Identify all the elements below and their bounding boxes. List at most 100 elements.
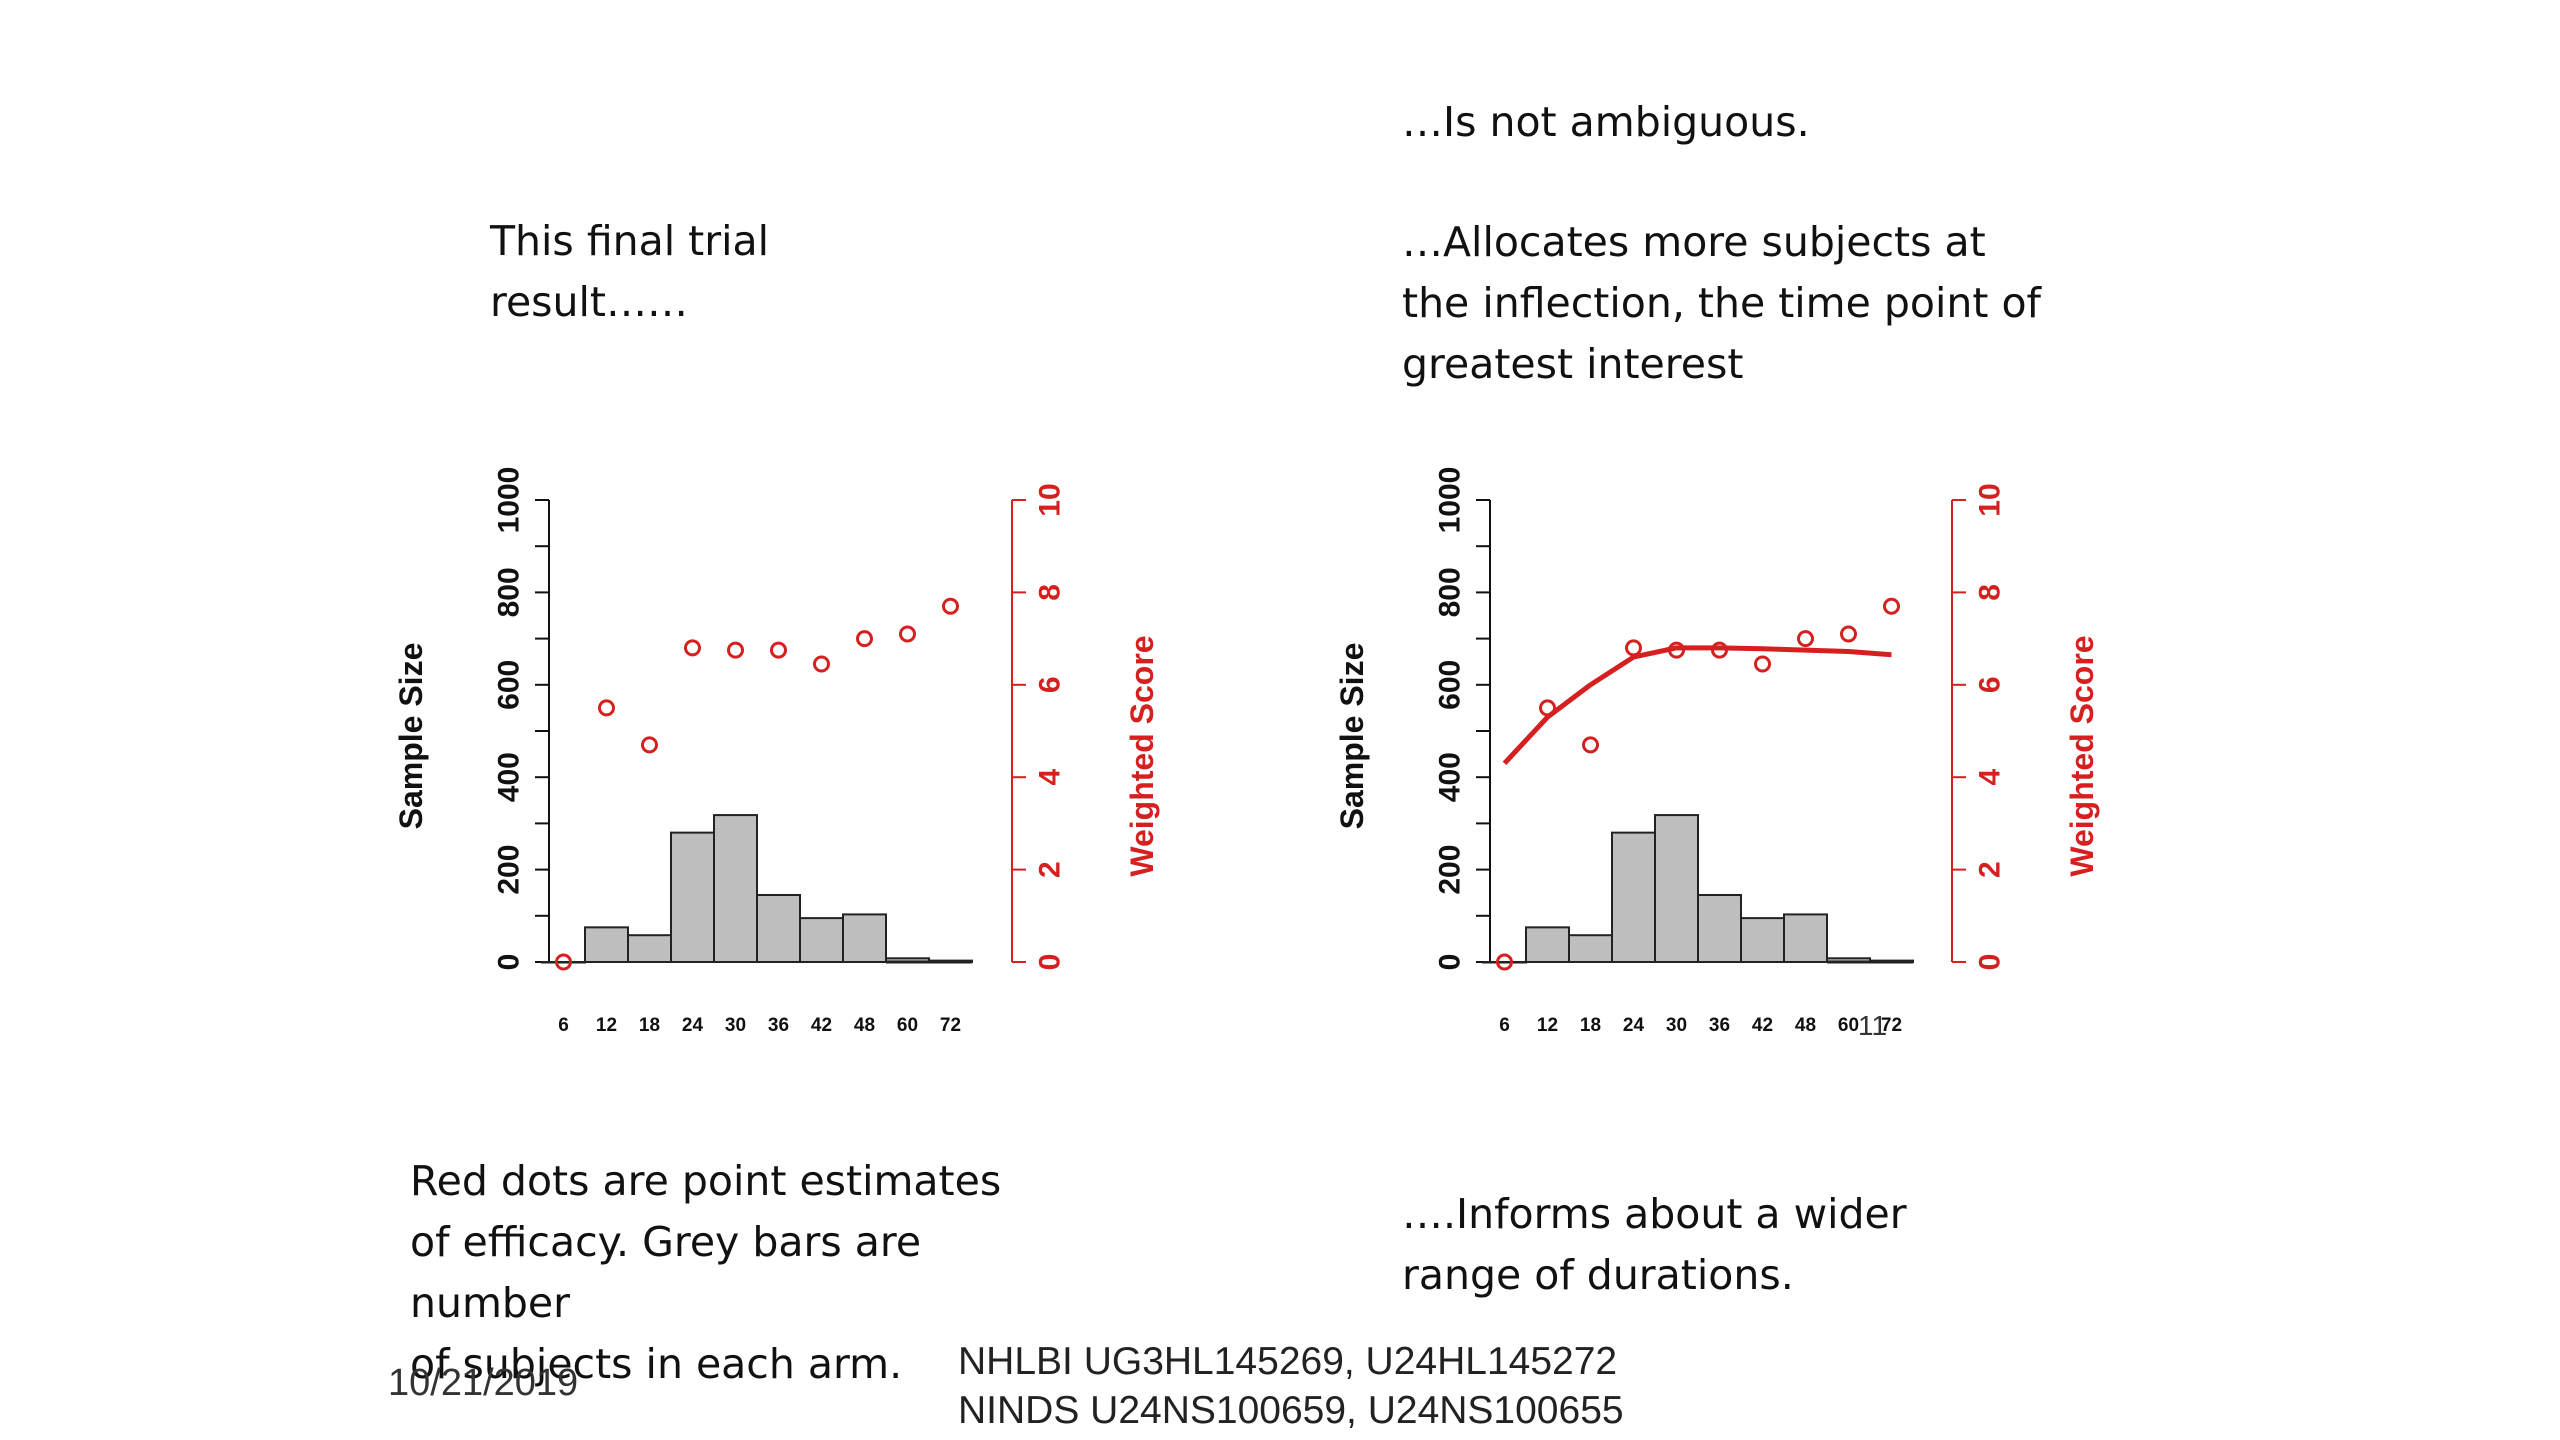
histogram-bar	[627, 934, 672, 963]
left-y-axis-title: Sample Size	[1334, 643, 1370, 830]
histogram-bar	[1783, 913, 1828, 963]
score-point	[813, 655, 830, 673]
x-tick-label: 12	[596, 1015, 617, 1036]
left-y-tick-label: 400	[493, 752, 526, 802]
histogram-bar	[1568, 934, 1613, 963]
score-point	[899, 625, 916, 643]
footer-grants: NHLBI UG3HL145269, U24HL145272 NINDS U24…	[958, 1337, 1624, 1435]
left-y-tick-label: 0	[493, 954, 526, 971]
x-tick-label: 36	[1709, 1015, 1730, 1036]
footer-date: 10/21/2019	[388, 1362, 579, 1404]
left-caption: Red dots are point estimates of efficacy…	[410, 1151, 1001, 1395]
score-point	[727, 641, 744, 659]
score-point	[1668, 641, 1685, 659]
right-caption-line: range of durations.	[1402, 1251, 1794, 1299]
x-tick-label: 42	[811, 1015, 832, 1036]
x-tick-label: 48	[854, 1015, 875, 1036]
histogram-bar	[1525, 926, 1570, 963]
x-tick-label: 72	[940, 1015, 961, 1036]
score-point	[598, 699, 615, 717]
left-y-tick-label: 200	[1434, 845, 1467, 895]
score-point	[1496, 953, 1513, 971]
x-tick-label: 60	[897, 1015, 918, 1036]
x-tick-label: 42	[1752, 1015, 1773, 1036]
right-y-tick-label: 6	[1974, 676, 2007, 693]
score-point	[684, 639, 701, 657]
right-y-tick-label: 10	[1034, 483, 1067, 516]
left-y-tick-label: 800	[1434, 567, 1467, 617]
left-y-tick-label: 400	[1434, 752, 1467, 802]
left-heading-line: result……	[490, 278, 688, 326]
histogram-bar	[756, 894, 801, 964]
right-y-tick-label: 4	[1974, 769, 2007, 786]
x-tick-label: 18	[1580, 1015, 1601, 1036]
left-heading: This final trial result……	[490, 211, 769, 333]
right-y-tick-label: 2	[1974, 861, 2007, 878]
right-heading-line: the inflection, the time point of	[1402, 279, 2041, 327]
right-y-tick-label: 0	[1034, 954, 1067, 971]
score-point	[555, 953, 572, 971]
right-caption-line: ….Informs about a wider	[1402, 1190, 1907, 1238]
right-heading-top: …Is not ambiguous.	[1402, 92, 1810, 153]
score-point	[1754, 655, 1771, 673]
left-y-tick-label: 1000	[493, 467, 526, 534]
slide-number: 11	[1858, 1010, 1888, 1041]
footer-grant-line: NHLBI UG3HL145269, U24HL145272	[958, 1340, 1618, 1383]
left-y-tick-label: 800	[493, 567, 526, 617]
right-heading-main: …Allocates more subjects at the inflecti…	[1402, 212, 2041, 395]
x-tick-label: 48	[1795, 1015, 1816, 1036]
x-tick-label: 30	[1666, 1015, 1687, 1036]
right-y-tick-label: 6	[1034, 676, 1067, 693]
histogram-bar	[1740, 917, 1785, 963]
footer-grant-line: NINDS U24NS100659, U24NS100655	[958, 1389, 1624, 1432]
x-tick-label: 24	[1623, 1015, 1645, 1036]
score-point	[1582, 736, 1599, 754]
left-caption-line: Red dots are point estimates	[410, 1157, 1002, 1205]
histogram-bar	[1697, 894, 1742, 964]
right-caption: ….Informs about a wider range of duratio…	[1402, 1184, 1907, 1306]
histogram-bar	[842, 913, 887, 963]
x-tick-label: 36	[768, 1015, 789, 1036]
right-y-tick-label: 8	[1034, 584, 1067, 601]
right-y-axis-title: Weighted Score	[1124, 635, 1160, 876]
left-caption-line: of efficacy. Grey bars are	[410, 1218, 922, 1266]
left-y-tick-label: 0	[1434, 954, 1467, 971]
x-tick-label: 24	[682, 1015, 704, 1036]
right-y-tick-label: 4	[1034, 769, 1067, 786]
x-tick-label: 30	[725, 1015, 746, 1036]
right-y-tick-label: 2	[1034, 861, 1067, 878]
left-caption-line: of subjects in each arm.	[410, 1340, 903, 1388]
right-y-tick-label: 8	[1974, 584, 2007, 601]
left-y-tick-label: 1000	[1434, 467, 1467, 534]
histogram-bar	[713, 814, 758, 963]
histogram-bar	[584, 926, 629, 963]
score-point	[1797, 630, 1814, 648]
score-point	[641, 736, 658, 754]
score-point	[1883, 597, 1900, 615]
right-y-axis-title: Weighted Score	[2064, 635, 2100, 876]
score-point	[1625, 639, 1642, 657]
x-tick-label: 6	[558, 1015, 569, 1036]
score-point	[770, 641, 787, 659]
right-heading-line: …Is not ambiguous.	[1402, 98, 1810, 146]
histogram-bar	[1611, 831, 1656, 964]
right-heading-line: greatest interest	[1402, 340, 1744, 388]
score-point	[1840, 625, 1857, 643]
score-point	[856, 630, 873, 648]
right-heading-line: …Allocates more subjects at	[1402, 218, 1986, 266]
left-y-axis-title: Sample Size	[393, 643, 429, 830]
fit-curve-line	[1502, 645, 1892, 766]
x-tick-label: 6	[1499, 1015, 1510, 1036]
histogram-bar	[1482, 961, 1527, 964]
score-point	[942, 597, 959, 615]
left-y-tick-label: 600	[493, 660, 526, 710]
right-y-tick-label: 10	[1974, 483, 2007, 516]
right-y-tick-label: 0	[1974, 954, 2007, 971]
left-y-tick-label: 200	[493, 845, 526, 895]
score-point	[1539, 699, 1556, 717]
x-tick-label: 12	[1537, 1015, 1558, 1036]
left-heading-line: This final trial	[490, 217, 770, 265]
score-point	[1711, 641, 1728, 659]
